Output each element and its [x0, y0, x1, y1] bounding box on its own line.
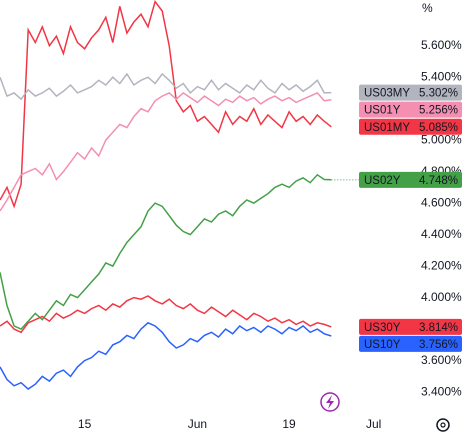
tag-name: US03MY	[364, 88, 410, 100]
price-tag: US10Y 3.756%	[359, 335, 462, 352]
line-series	[0, 295, 332, 334]
y-tick-label: 5.400%	[421, 69, 462, 83]
tag-name: US02Y	[364, 175, 401, 187]
tag-box	[359, 118, 462, 135]
unit-label: %	[422, 1, 433, 15]
tag-value: 3.756%	[419, 339, 458, 351]
tag-value: 5.302%	[419, 88, 458, 100]
y-tick-label: 4.400%	[421, 227, 462, 241]
tag-box	[359, 171, 462, 188]
line-series	[0, 72, 332, 101]
tag-value: 5.256%	[419, 105, 458, 117]
plot-area	[0, 0, 412, 390]
y-tick-label: 4.600%	[421, 195, 462, 209]
price-tag: US30Y 3.814%	[359, 318, 462, 335]
tag-value: 4.748%	[419, 175, 458, 187]
x-tick-label: Jun	[188, 417, 207, 431]
y-tick-label: 3.600%	[421, 353, 462, 367]
line-series	[0, 0, 332, 209]
tag-box	[359, 101, 462, 118]
y-tick-label: 5.000%	[421, 132, 462, 146]
x-axis: 15 Jun 19 Jul	[78, 417, 381, 431]
price-tag: US03MY 5.302%	[359, 84, 462, 101]
tag-value: 5.085%	[419, 122, 458, 134]
y-tick-label: 4.000%	[421, 290, 462, 304]
tag-name: US30Y	[364, 322, 401, 334]
price-tag: US02Y 4.748%	[359, 171, 462, 188]
tag-value: 3.814%	[419, 322, 458, 334]
tag-box	[359, 318, 462, 335]
price-tag: US01MY 5.085%	[359, 118, 462, 135]
x-tick-label: 15	[78, 417, 92, 431]
price-tags: US03MY 5.302% US01Y 5.256% US01MY 5.085% US02Y…	[359, 84, 462, 352]
tag-name: US01MY	[364, 122, 410, 134]
settings-icon[interactable]	[436, 418, 450, 432]
x-tick-label: Jul	[366, 417, 381, 431]
line-series	[0, 91, 332, 212]
tag-name: US01Y	[364, 105, 401, 117]
line-series	[0, 173, 332, 331]
y-tick-label: 4.200%	[421, 258, 462, 272]
x-tick-label: 19	[282, 417, 296, 431]
price-tag: US01Y 5.256%	[359, 101, 462, 118]
tag-box	[359, 335, 462, 352]
lightning-icon[interactable]	[320, 392, 340, 412]
tag-box	[359, 84, 462, 101]
tag-name: US10Y	[364, 339, 401, 351]
line-series	[0, 321, 332, 390]
y-tick-label: 5.600%	[421, 38, 462, 52]
y-tick-label: 3.400%	[421, 384, 462, 398]
